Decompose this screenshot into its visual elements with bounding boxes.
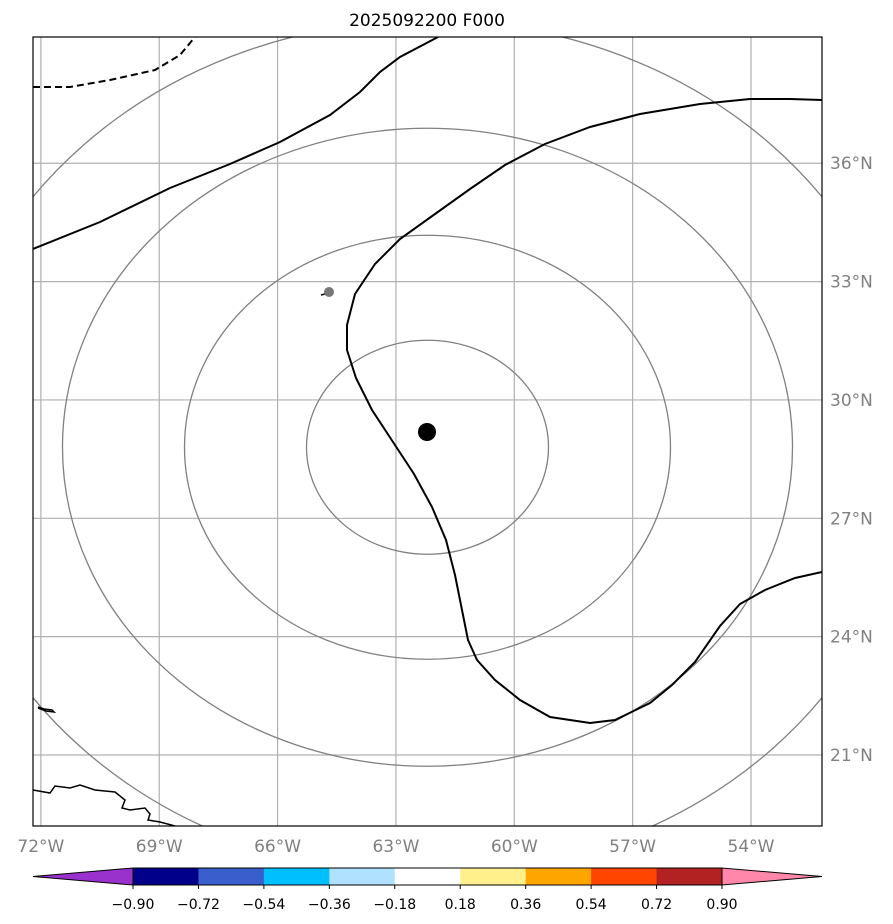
lon-tick-label: 63°W — [372, 837, 419, 857]
storm-center-marker — [418, 423, 436, 441]
contour-dashed — [33, 37, 196, 88]
secondary-center-marker — [324, 287, 334, 297]
coastline-landmass — [33, 784, 176, 826]
colorbar-tick-label: −0.72 — [177, 897, 220, 913]
latitude-labels: 36°N 33°N 30°N 27°N 24°N 21°N — [830, 154, 873, 766]
colorbar-bin — [198, 868, 265, 885]
colorbar-bin — [460, 868, 527, 885]
coastline-island — [37, 706, 57, 714]
longitude-labels: 72°W 69°W 66°W 63°W 60°W 57°W 54°W — [17, 837, 774, 857]
lat-tick-label: 36°N — [830, 154, 873, 174]
range-ring — [305, 339, 550, 555]
lon-tick-label: 72°W — [17, 837, 64, 857]
colorbar-tick-label: 0.90 — [706, 897, 737, 913]
colorbar-tick-label: 0.36 — [510, 897, 541, 913]
colorbar-bin — [329, 868, 396, 885]
range-ring — [61, 127, 794, 767]
colorbar-tick-label: −0.54 — [242, 897, 285, 913]
lat-tick-label: 21°N — [830, 746, 873, 766]
coastlines — [33, 293, 326, 826]
colorbar-tick-label: −0.90 — [112, 897, 155, 913]
colorbar-bin — [656, 868, 723, 885]
colorbar-extend-low — [32, 867, 134, 886]
lon-tick-label: 69°W — [136, 837, 183, 857]
lat-tick-label: 27°N — [830, 509, 873, 529]
lon-tick-label: 54°W — [728, 837, 775, 857]
map-panel[interactable] — [0, 20, 893, 874]
contour-lines — [33, 37, 822, 725]
colorbar-extend-high — [721, 867, 823, 886]
map-title: 2025092200 F000 — [349, 11, 505, 31]
range-ring — [183, 234, 672, 660]
contour-main — [346, 98, 822, 725]
colorbar-frame — [132, 867, 723, 886]
colorbar-bin — [525, 868, 592, 885]
range-rings — [33, 37, 822, 826]
gridlines — [33, 37, 822, 826]
colorbar-bin — [394, 868, 461, 885]
colorbar-tick-label: −0.18 — [373, 897, 416, 913]
colorbar-bin — [133, 868, 199, 885]
colorbar-tick-label: 0.72 — [641, 897, 672, 913]
lat-tick-label: 24°N — [830, 628, 873, 648]
lat-tick-label: 33°N — [830, 273, 873, 293]
lon-tick-label: 60°W — [491, 837, 538, 857]
lon-tick-label: 66°W — [254, 837, 301, 857]
colorbar: −0.90 −0.72 −0.54 −0.36 −0.18 0.18 0.36 0.54 0.7… — [32, 867, 823, 913]
lon-tick-label: 57°W — [609, 837, 656, 857]
colorbar-tick-label: −0.36 — [308, 897, 351, 913]
map-frame — [32, 36, 823, 827]
lat-tick-label: 30°N — [830, 391, 873, 411]
contour-upper — [33, 37, 439, 250]
coastline-islet — [320, 293, 326, 296]
colorbar-tick-label: 0.54 — [576, 897, 607, 913]
colorbar-bin — [591, 868, 658, 885]
colorbar-tick-label: 0.18 — [445, 897, 476, 913]
colorbar-bin — [263, 868, 330, 885]
